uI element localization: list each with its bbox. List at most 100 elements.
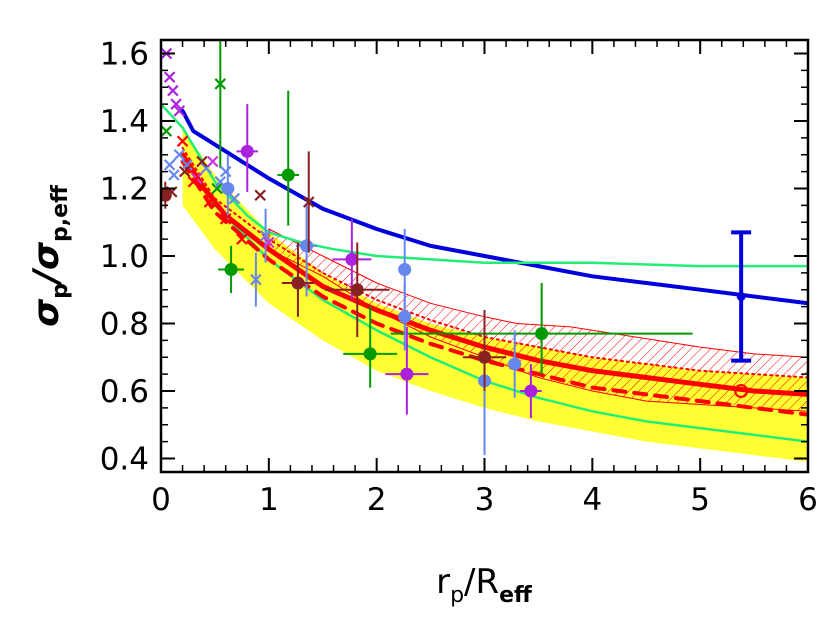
data-point-46 — [203, 196, 216, 208]
data-point-16 — [462, 310, 507, 391]
point-marker — [214, 175, 227, 188]
point-marker — [196, 155, 208, 168]
point-marker — [535, 327, 549, 341]
points-layer — [161, 40, 752, 456]
data-point-7 — [520, 364, 542, 418]
point-marker — [350, 283, 364, 297]
y-tick-label: 0.8 — [100, 307, 149, 343]
point-marker — [173, 105, 186, 117]
point-marker — [345, 252, 359, 266]
y-tick-label: 0.4 — [100, 442, 149, 478]
data-point-40 — [302, 151, 315, 253]
point-marker — [228, 192, 241, 205]
big-errorbar-center — [736, 292, 746, 301]
data-point-33 — [228, 192, 241, 205]
point-marker — [300, 239, 314, 253]
data-point-29 — [181, 159, 193, 171]
data-point-0 — [218, 245, 245, 294]
curve-4 — [180, 159, 808, 417]
data-point-32 — [219, 165, 232, 178]
data-point-49 — [734, 384, 749, 398]
point-marker — [263, 236, 275, 249]
data-point-21 — [170, 98, 182, 110]
y-tick-label: 1.0 — [100, 239, 149, 275]
data-point-15 — [324, 242, 390, 337]
point-marker — [398, 310, 412, 324]
data-point-48 — [236, 233, 248, 245]
point-marker — [236, 233, 248, 245]
point-marker — [259, 229, 272, 242]
data-point-42 — [206, 155, 219, 168]
point-marker — [508, 357, 522, 371]
data-point-43 — [263, 236, 275, 249]
point-marker — [161, 125, 173, 137]
data-point-26 — [163, 159, 176, 171]
data-point-24 — [214, 40, 227, 169]
data-point-28 — [173, 148, 186, 161]
y-tick-label: 1.4 — [100, 104, 149, 140]
data-point-25 — [211, 182, 223, 195]
data-point-36 — [254, 189, 266, 202]
data-point-20 — [167, 84, 179, 97]
x-tick-label: 4 — [582, 482, 602, 518]
x-tick-label: 3 — [475, 482, 495, 518]
y-tick-label: 1.6 — [100, 37, 149, 73]
data-point-4 — [236, 104, 259, 192]
x-tick-label: 5 — [690, 482, 710, 518]
band-0 — [182, 127, 808, 462]
curve-3 — [180, 152, 808, 397]
point-marker — [302, 196, 315, 208]
data-point-44 — [176, 135, 189, 148]
point-marker — [363, 347, 377, 361]
point-marker — [281, 168, 295, 182]
bands-layer — [182, 127, 808, 462]
point-marker — [478, 350, 491, 364]
point-marker — [214, 78, 227, 90]
data-point-38 — [178, 165, 191, 178]
point-marker — [224, 263, 238, 276]
data-point-3 — [390, 283, 693, 375]
x-axis-title: rp/Reff — [436, 562, 533, 608]
data-point-14 — [281, 242, 315, 317]
point-marker — [170, 98, 182, 110]
point-marker — [398, 263, 412, 276]
point-marker — [187, 175, 200, 188]
big-errorbar — [731, 230, 752, 363]
point-marker — [203, 196, 216, 208]
point-marker — [291, 276, 305, 290]
point-marker — [211, 182, 223, 195]
y-axis-title: σp/σp,eff — [26, 184, 73, 327]
data-point-31 — [214, 175, 227, 188]
y-tick-label: 0.6 — [100, 374, 149, 410]
point-marker — [400, 367, 414, 381]
x-tick-label: 1 — [259, 482, 279, 518]
point-marker — [219, 213, 232, 225]
point-marker — [173, 148, 186, 161]
point-marker — [181, 159, 193, 171]
data-point-34 — [250, 252, 262, 307]
curve-0 — [180, 108, 808, 306]
data-point-11 — [398, 283, 412, 351]
point-marker — [734, 384, 749, 398]
point-marker — [524, 384, 538, 398]
point-marker — [206, 155, 219, 168]
data-point-1 — [277, 90, 300, 226]
data-point-2 — [343, 306, 398, 388]
data-point-47 — [219, 213, 232, 225]
point-marker — [163, 71, 176, 83]
point-marker — [178, 165, 191, 178]
data-point-19 — [163, 71, 176, 83]
point-marker — [163, 159, 176, 171]
data-point-27 — [168, 169, 180, 181]
point-marker — [219, 165, 232, 178]
data-point-37 — [196, 155, 208, 168]
data-point-22 — [173, 105, 186, 117]
data-point-6 — [385, 326, 429, 415]
x-tick-label: 0 — [151, 482, 171, 518]
point-marker — [167, 84, 179, 97]
point-marker — [161, 188, 172, 202]
y-tick-label: 1.2 — [100, 172, 149, 208]
point-marker — [240, 144, 254, 158]
point-marker — [176, 135, 189, 148]
